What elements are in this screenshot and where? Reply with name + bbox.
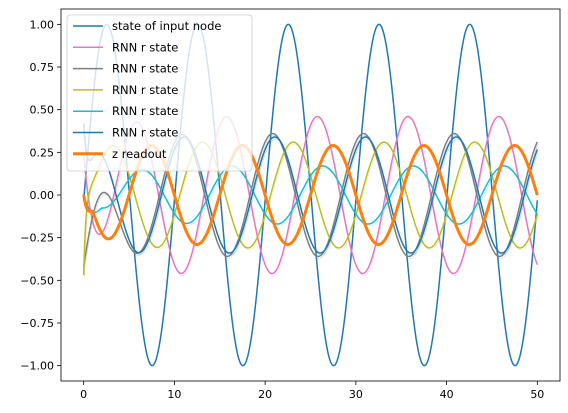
y-tick-label: 0.75 <box>30 61 55 74</box>
x-tick-label: 10 <box>167 388 181 401</box>
y-axis: −1.00 −0.75 −0.50 −0.25 0.00 0.25 0.50 0.75 1.00 <box>20 18 61 373</box>
x-tick-label: 20 <box>258 388 272 401</box>
x-tick-label: 0 <box>80 388 87 401</box>
x-tick-label: 30 <box>349 388 363 401</box>
x-tick-label: 40 <box>440 388 454 401</box>
legend-label: RNN r state <box>112 62 178 76</box>
legend-label: RNN r state <box>112 104 178 118</box>
legend: state of input node RNN r state RNN r stat… <box>66 14 253 172</box>
x-axis: 0 10 20 30 40 50 <box>80 381 544 401</box>
series-line <box>82 123 539 254</box>
y-tick-label: 0.00 <box>30 189 55 202</box>
y-tick-label: −0.25 <box>20 232 54 245</box>
legend-box <box>66 14 253 172</box>
y-tick-label: 1.00 <box>30 18 55 31</box>
legend-label: z readout <box>112 147 167 161</box>
series-layer <box>82 23 539 367</box>
y-tick-label: −1.00 <box>20 360 54 373</box>
y-tick-label: −0.50 <box>20 274 54 287</box>
legend-label: RNN r state <box>112 83 178 97</box>
x-tick-label: 50 <box>530 388 544 401</box>
legend-label: state of input node <box>112 19 221 33</box>
y-tick-label: 0.50 <box>30 104 55 117</box>
legend-label: RNN r state <box>112 40 178 54</box>
y-tick-label: 0.25 <box>30 146 55 159</box>
y-tick-label: −0.75 <box>20 317 54 330</box>
series-line <box>82 165 538 225</box>
legend-label: RNN r state <box>112 126 178 140</box>
